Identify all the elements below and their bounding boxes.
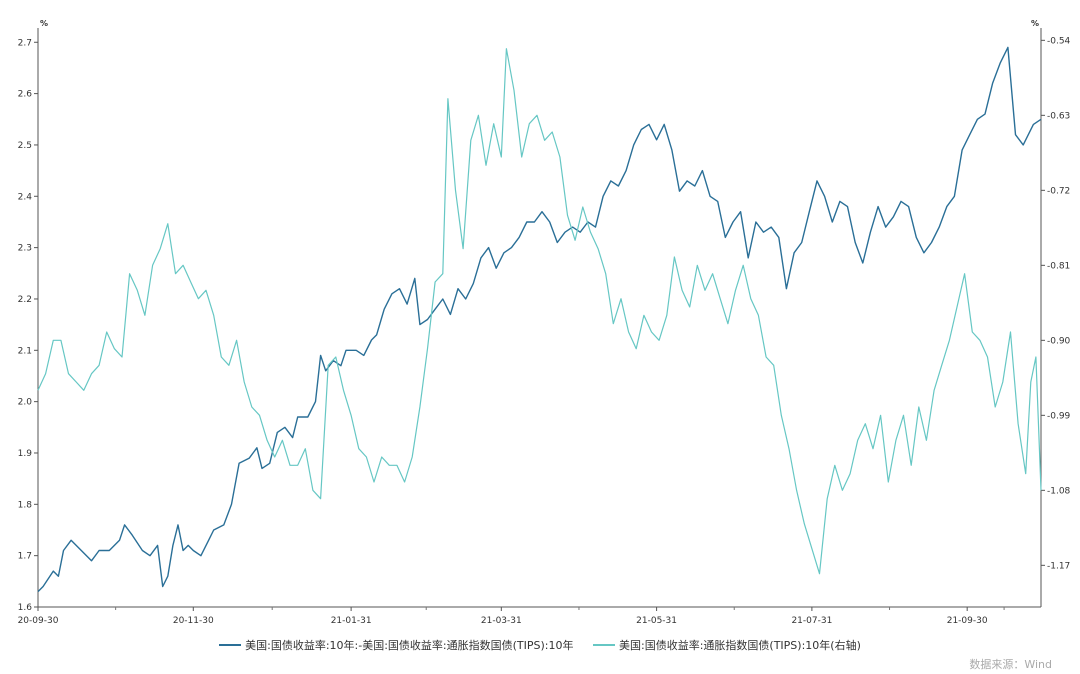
right-axis-tick-label: -0.72: [1047, 186, 1070, 196]
x-axis-tick-label: 20-11-30: [173, 616, 214, 626]
series-line-spread: [37, 46, 1042, 593]
left-axis-tick-label: 1.9: [18, 449, 33, 459]
left-axis-tick-label: 2.6: [18, 90, 33, 100]
source-note: 数据来源：Wind: [969, 658, 1052, 671]
x-axis-tick-label: 21-07-31: [791, 616, 832, 626]
right-axis-tick-label: -1.08: [1047, 486, 1071, 496]
right-axis-tick-label: -0.81: [1047, 261, 1070, 271]
x-axis-tick-label: 21-05-31: [636, 616, 677, 626]
right-axis-tick-label: -0.63: [1047, 111, 1070, 121]
x-axis-tick-label: 21-01-31: [331, 616, 372, 626]
legend-label-spread: 美国:国债收益率:10年:-美国:国债收益率:通胀指数国债(TIPS):10年: [245, 639, 574, 652]
left-axis-tick-label: 2.0: [18, 398, 33, 408]
left-axis-unit: %: [40, 19, 48, 28]
left-axis-tick-label: 2.2: [18, 295, 32, 305]
x-axis-tick-label: 20-09-30: [18, 616, 59, 626]
x-axis-tick-label: 21-03-31: [481, 616, 522, 626]
series-line-tips: [37, 48, 1042, 575]
legend-item-tips: 美国:国债收益率:通胀指数国债(TIPS):10年(右轴): [593, 637, 861, 653]
chart-area: % % 1.6 1.7 1.8 1.9 2.0 2.1 2.2 2.3 2.4 2.5 2.6 2.7 -0…: [18, 19, 1071, 626]
left-axis-tick-label: 2.4: [18, 192, 33, 202]
left-axis-tick-label: 2.3: [18, 244, 32, 254]
legend-swatch-spread: [219, 644, 242, 646]
right-axis-unit: %: [1031, 19, 1039, 28]
left-axis-tick-label: 1.7: [18, 552, 32, 562]
left-axis-tick-label: 2.7: [18, 38, 32, 48]
right-axis-tick-label: -0.90: [1047, 336, 1071, 346]
right-axis-tick-label: -0.54: [1047, 36, 1071, 46]
left-axis-tick-label: 2.5: [18, 141, 32, 151]
x-axis-tick-label: 21-09-30: [947, 616, 988, 626]
right-axis-tick-label: -0.99: [1047, 411, 1071, 421]
left-axis-tick-label: 1.8: [18, 500, 33, 510]
legend: 美国:国债收益率:10年:-美国:国债收益率:通胀指数国债(TIPS):10年 …: [0, 636, 1080, 653]
legend-label-tips: 美国:国债收益率:通胀指数国债(TIPS):10年(右轴): [619, 639, 861, 652]
right-axis-tick-label: -1.17: [1047, 561, 1070, 571]
legend-item-spread: 美国:国债收益率:10年:-美国:国债收益率:通胀指数国债(TIPS):10年: [219, 637, 574, 653]
left-axis-tick-label: 2.1: [18, 346, 32, 356]
left-axis-tick-label: 1.6: [18, 603, 33, 613]
legend-swatch-tips: [593, 644, 615, 646]
